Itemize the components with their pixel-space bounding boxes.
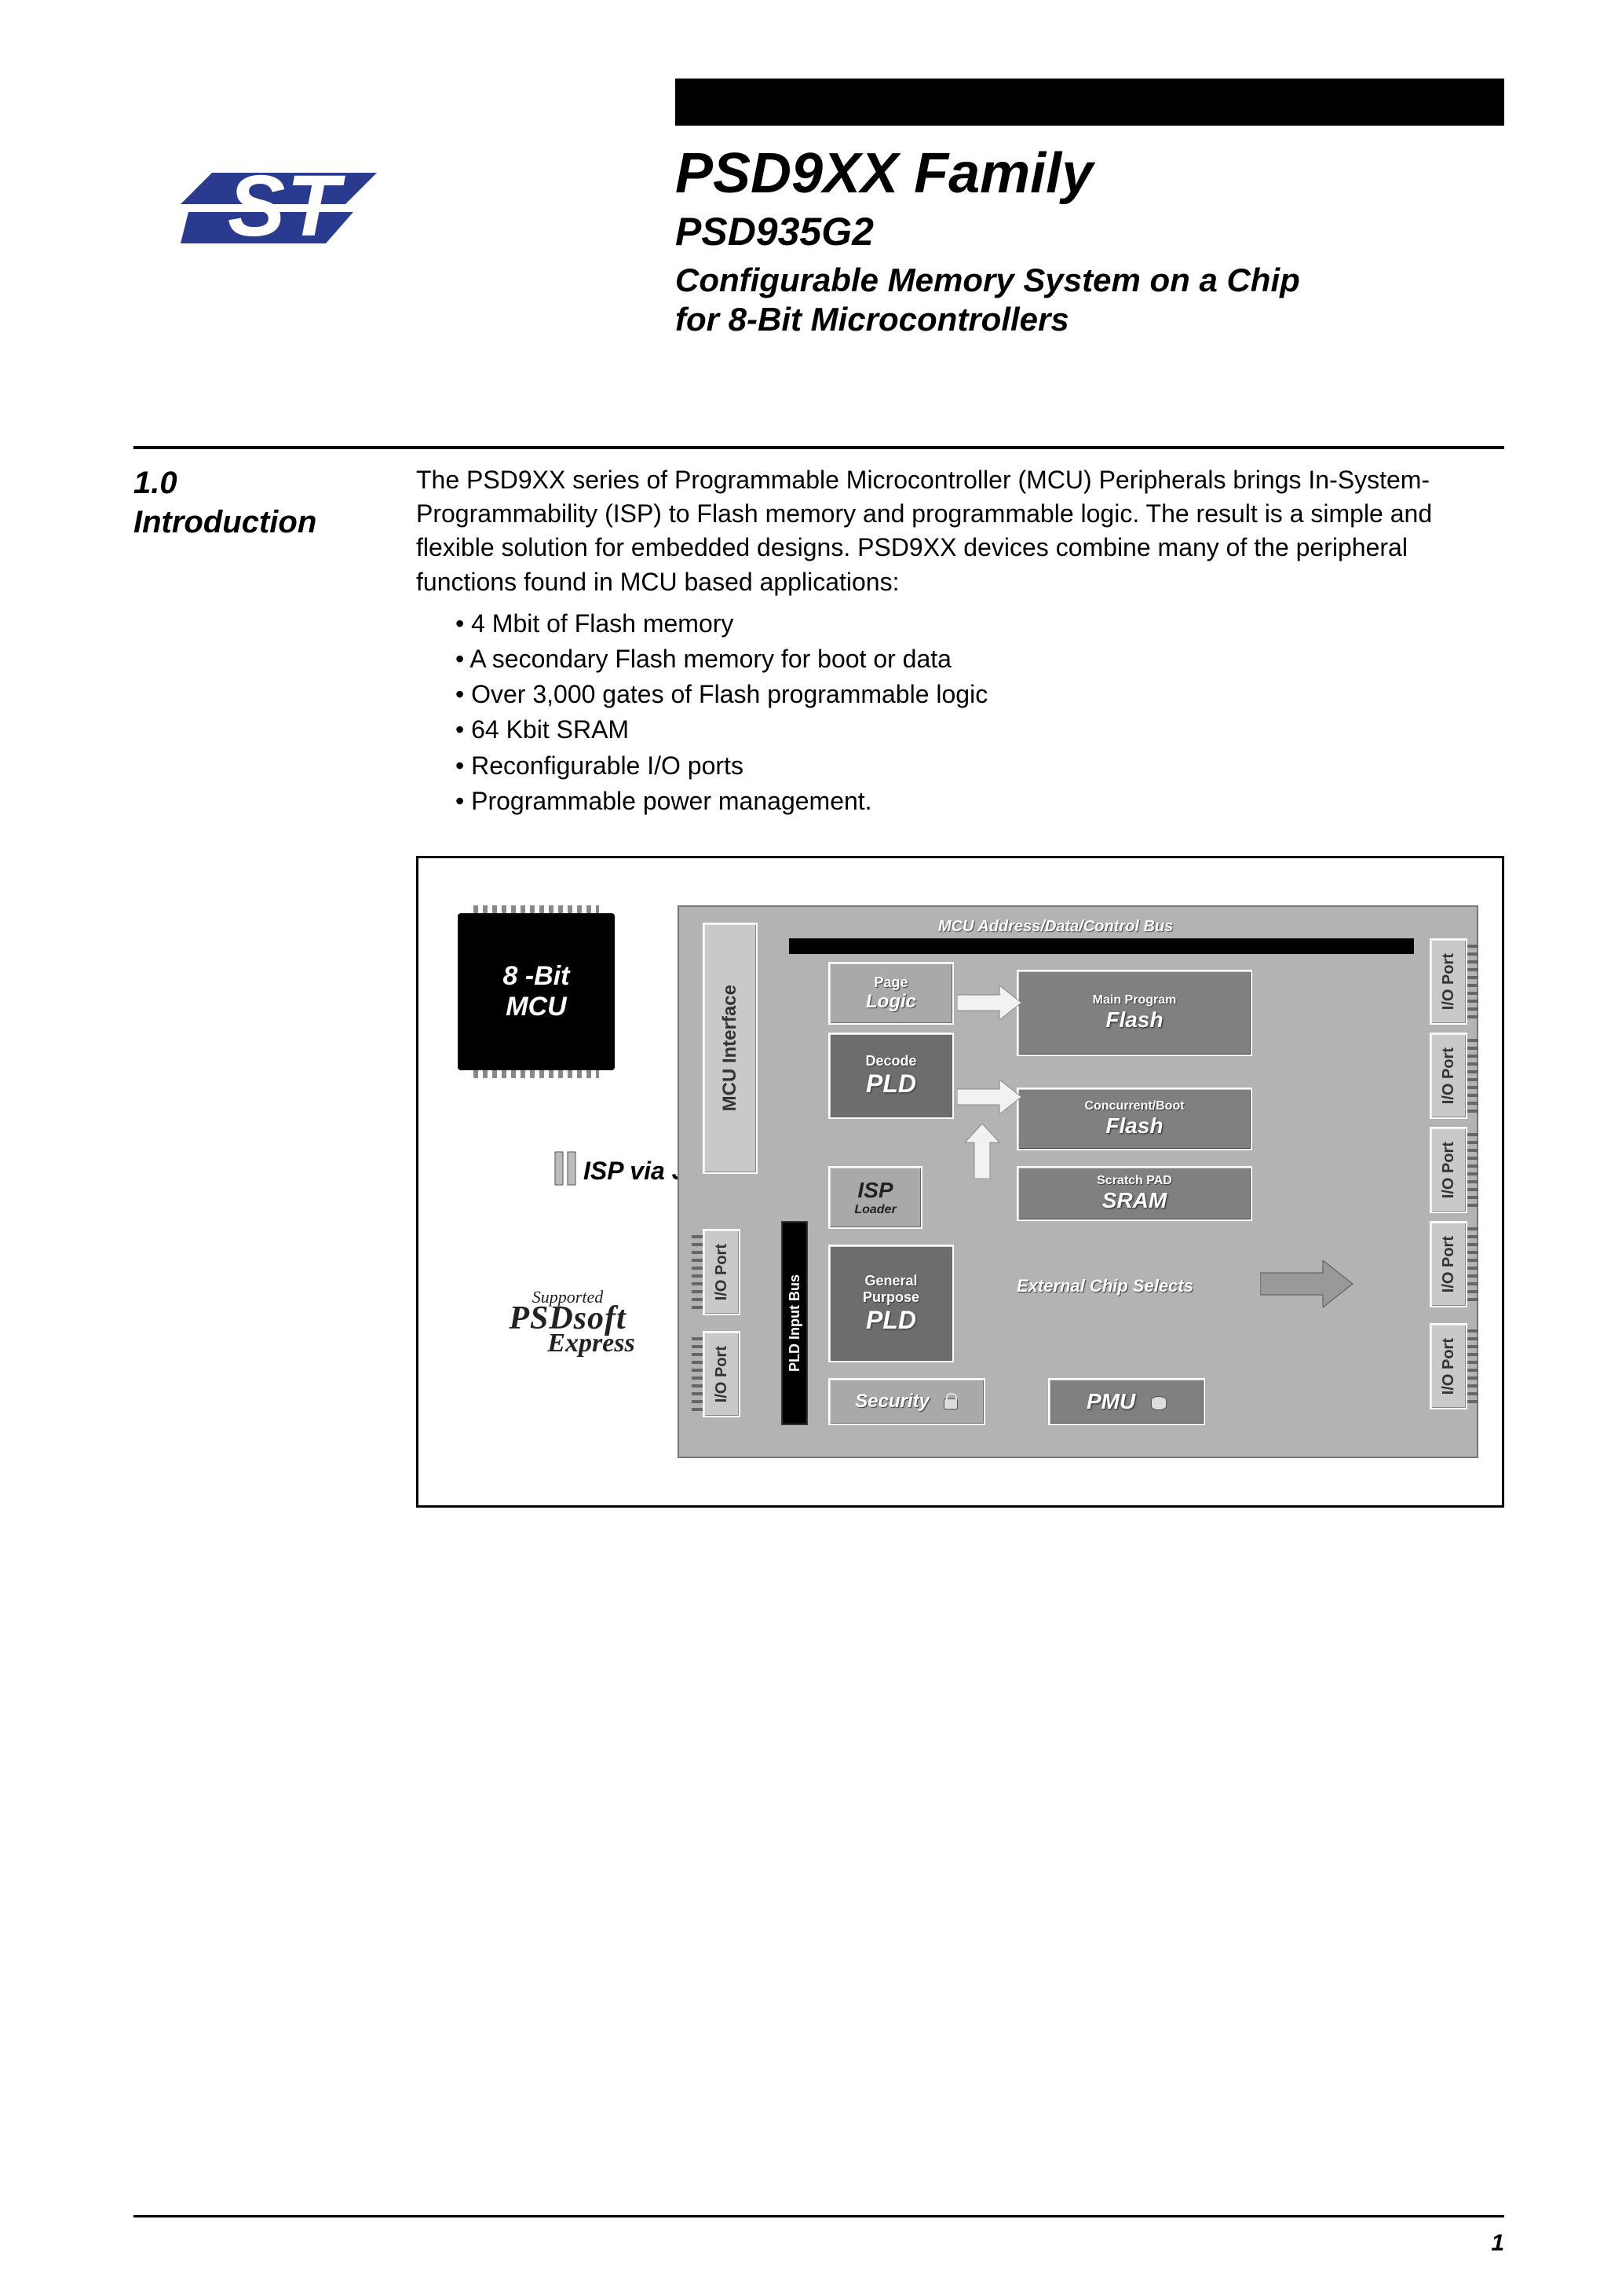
external-cs-label: External Chip Selects [1017,1276,1193,1296]
io-port-block: I/O Port [1430,1033,1467,1119]
mcu-interface-label: MCU Interface [719,985,741,1111]
title-sub1: Configurable Memory System on a Chip [675,261,1504,300]
gp-pld-block: General Purpose PLD [828,1245,954,1362]
svg-text:S: S [228,158,285,254]
pmu-block: PMU [1048,1378,1205,1425]
psd-chip-area: MCU Address/Data/Control Bus MCU Interfa… [678,905,1478,1458]
io-port-block: I/O Port [703,1229,740,1315]
svg-text:T: T [287,158,345,254]
page-number: 1 [1491,2230,1504,2257]
database-icon [1149,1394,1167,1411]
mcu-chip-label: 8 -Bit MCU [503,961,570,1022]
bullet-item: Programmable power management. [455,784,1504,818]
footer-divider [133,2215,1504,2217]
bullet-item: 4 Mbit of Flash memory [455,607,1504,641]
main-flash-block: Main Program Flash [1017,970,1252,1056]
pld-input-bus-block: PLD Input Bus [781,1221,808,1425]
bullet-item: Reconfigurable I/O ports [455,749,1504,783]
block-diagram: 8 -Bit MCU ISP via JTAG Supported PSDsof… [416,856,1504,1508]
page-logic-block: Page Logic [828,962,954,1025]
section-body: The PSD9XX series of Programmable Microc… [416,463,1504,820]
header-black-bar [675,79,1504,126]
title-family: PSD9XX Family [675,141,1504,206]
boot-flash-block: Concurrent/Boot Flash [1017,1088,1252,1150]
decode-pld-block: Decode PLD [828,1033,954,1119]
arrow-icon [957,1080,1023,1118]
mcu-interface-block: MCU Interface [703,923,758,1174]
sram-block: Scratch PAD SRAM [1017,1166,1252,1221]
io-port-block: I/O Port [1430,1127,1467,1213]
arrow-up-icon [965,1124,999,1183]
isp-loader-block: ISP Loader [828,1166,922,1229]
mcu-chip-block: 8 -Bit MCU [458,913,615,1070]
intro-paragraph: The PSD9XX series of Programmable Microc… [416,463,1504,599]
section-divider [133,446,1504,449]
io-port-block: I/O Port [1430,1221,1467,1307]
section-heading: 1.0 Introduction [133,463,393,542]
io-port-block: I/O Port [1430,938,1467,1025]
io-port-block: I/O Port [703,1331,740,1417]
arrow-icon [957,985,1023,1024]
psdsoft-line3: Express [513,1333,670,1355]
title-block: PSD9XX Family PSD935G2 Configurable Memo… [675,141,1504,340]
mcu-bus-bar [789,938,1414,954]
bullet-item: A secondary Flash memory for boot or dat… [455,642,1504,676]
bullet-item: Over 3,000 gates of Flash programmable l… [455,678,1504,711]
bullet-list: 4 Mbit of Flash memory A secondary Flash… [455,607,1504,818]
section-number: 1.0 [133,463,393,503]
section-title: Introduction [133,503,393,542]
title-part: PSD935G2 [675,209,1504,254]
st-logo: S T [181,157,385,263]
bullet-item: 64 Kbit SRAM [455,713,1504,747]
psdsoft-express-logo: Supported PSDsoft Express [466,1290,670,1355]
security-block: Security [828,1378,985,1425]
mcu-bus-label: MCU Address/Data/Control Bus [938,918,1173,936]
arrow-right-icon [1260,1260,1354,1311]
isp-jtag-pins-icon [550,1149,582,1192]
lock-icon [941,1392,959,1409]
io-port-block: I/O Port [1430,1323,1467,1409]
pld-input-bus-label: PLD Input Bus [787,1274,803,1372]
title-sub2: for 8-Bit Microcontrollers [675,300,1504,339]
